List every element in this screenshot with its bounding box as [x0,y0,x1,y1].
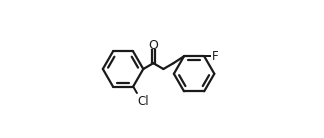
Text: O: O [148,39,158,52]
Text: Cl: Cl [138,95,149,108]
Text: F: F [212,50,219,63]
